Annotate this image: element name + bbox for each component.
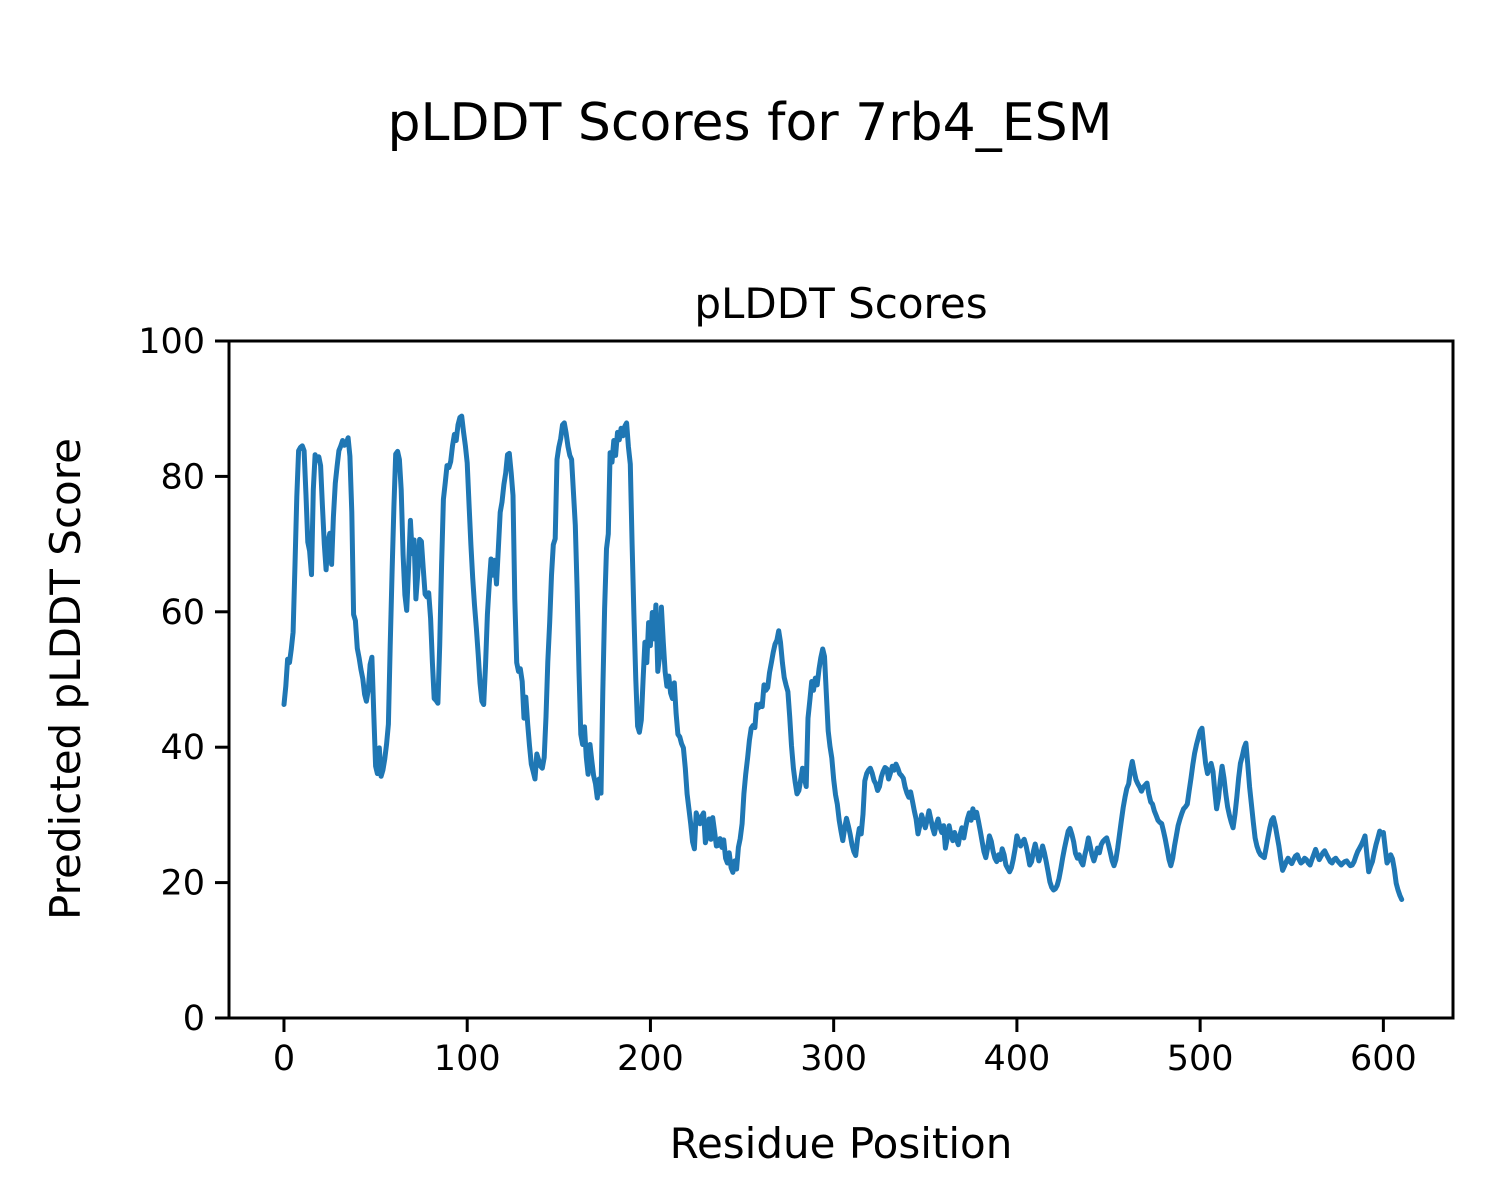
- x-tick-label: 100: [434, 1039, 501, 1079]
- x-tick-label: 400: [983, 1039, 1050, 1079]
- x-tick-label: 600: [1350, 1039, 1417, 1079]
- y-tick-label: 0: [183, 999, 205, 1039]
- y-axis-label: Predicted pLDDT Score: [41, 438, 90, 920]
- y-tick-label: 20: [160, 864, 205, 904]
- x-axis-label: Residue Position: [670, 1119, 1013, 1168]
- y-tick-label: 80: [160, 457, 205, 497]
- figure-title: pLDDT Scores for 7rb4_ESM: [388, 93, 1113, 153]
- ticks-layer: 0 100 200 300 400 500 600 0 20 40 60 80 100: [138, 322, 1417, 1079]
- y-tick-label: 100: [138, 322, 205, 362]
- x-tick-label: 500: [1167, 1039, 1234, 1079]
- x-tick-label: 300: [800, 1039, 867, 1079]
- axes-title: pLDDT Scores: [694, 279, 987, 328]
- x-tick-label: 0: [273, 1039, 295, 1079]
- y-tick-label: 40: [160, 728, 205, 768]
- y-tick-label: 60: [160, 593, 205, 633]
- x-tick-label: 200: [617, 1039, 684, 1079]
- plddt-data-line: [281, 413, 1405, 902]
- plot-area-frame: [227, 339, 1455, 1020]
